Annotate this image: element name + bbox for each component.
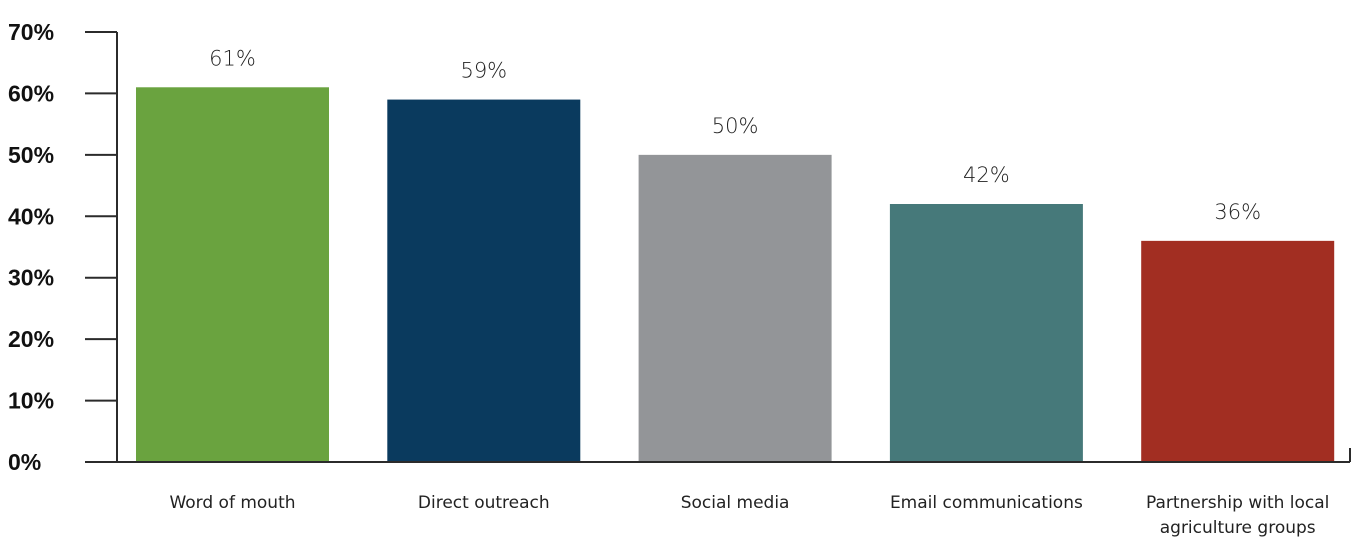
bar-value-label: 59% bbox=[460, 59, 507, 83]
bar-value-label: 61% bbox=[209, 46, 256, 70]
bar-value-label: 36% bbox=[1214, 200, 1261, 224]
x-category-label: Email communications bbox=[890, 493, 1083, 513]
axis-lines bbox=[85, 32, 1351, 463]
x-category-label: Partnership with local bbox=[1146, 493, 1329, 513]
bars bbox=[136, 87, 1335, 463]
x-category-label: Direct outreach bbox=[418, 493, 550, 513]
y-tick-label: 40% bbox=[8, 203, 54, 229]
data-labels: 61% 59% 50% 42% 36% bbox=[209, 46, 1261, 224]
y-tick-label: 70% bbox=[8, 19, 54, 45]
bar bbox=[136, 87, 329, 463]
bar bbox=[1141, 240, 1335, 462]
y-tick-label: 0% bbox=[8, 449, 41, 475]
y-axis: 0% 10% 20% 30% 40% 50% 60% 70% bbox=[8, 19, 117, 475]
x-axis-labels: Word of mouth Direct outreach Social media… bbox=[169, 493, 1329, 538]
y-tick-label: 60% bbox=[8, 80, 54, 106]
x-category-label: agriculture groups bbox=[1160, 518, 1316, 538]
bar bbox=[387, 99, 581, 463]
x-category-label: Word of mouth bbox=[169, 493, 295, 513]
y-tick-label: 20% bbox=[8, 326, 54, 352]
y-tick-label: 10% bbox=[8, 388, 54, 414]
y-tick-label: 50% bbox=[8, 142, 54, 168]
bar-value-label: 50% bbox=[712, 114, 759, 138]
bar bbox=[889, 204, 1083, 462]
x-category-label: Social media bbox=[681, 493, 790, 513]
bar bbox=[638, 154, 832, 462]
bar-value-label: 42% bbox=[963, 163, 1010, 187]
y-tick-label: 30% bbox=[8, 265, 54, 291]
